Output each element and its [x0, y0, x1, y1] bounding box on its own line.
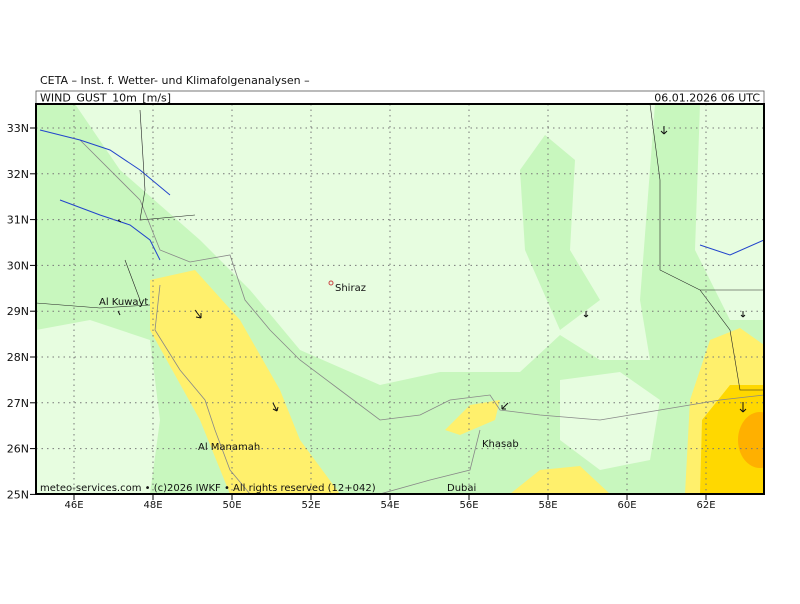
wind-arrows: [117, 126, 747, 413]
header-institute: CETA – Inst. f. Wetter- und Klimafolgena…: [40, 74, 310, 87]
place-label: Shiraz: [335, 283, 366, 294]
place-label: Dubai: [447, 483, 476, 494]
lon-label: 48E: [143, 500, 162, 511]
map-frame: [35, 103, 765, 495]
lat-label: 33N: [7, 122, 29, 135]
place-label: Al Kuwayt: [99, 297, 148, 308]
footer: meteo-services.com • (c)2026 IWKF • All …: [40, 483, 376, 494]
map-field: [36, 104, 764, 494]
lat-label: 31N: [7, 214, 29, 227]
lat-label: 25N: [7, 488, 29, 501]
lon-label: 52E: [301, 500, 320, 511]
lon-label: 54E: [380, 500, 399, 511]
lat-label: 27N: [7, 397, 29, 410]
lat-label: 32N: [7, 168, 29, 181]
city-marker: [328, 280, 334, 286]
lat-label: 26N: [7, 443, 29, 456]
lon-label: 46E: [64, 500, 83, 511]
lon-label: 60E: [617, 500, 636, 511]
valid-time: 06.01.2026 06 UTC: [654, 92, 760, 105]
grid: [30, 104, 764, 500]
lat-label: 28N: [7, 351, 29, 364]
place-label: Khasab: [482, 439, 519, 450]
lon-label: 58E: [538, 500, 557, 511]
place-label: Al Manamah: [198, 442, 260, 453]
lon-label: 56E: [459, 500, 478, 511]
lon-label: 50E: [222, 500, 241, 511]
lat-label: 29N: [7, 305, 29, 318]
lon-label: 62E: [696, 500, 715, 511]
field-title: WIND_GUST_10m_[m/s]: [40, 92, 171, 105]
lat-label: 30N: [7, 259, 29, 272]
